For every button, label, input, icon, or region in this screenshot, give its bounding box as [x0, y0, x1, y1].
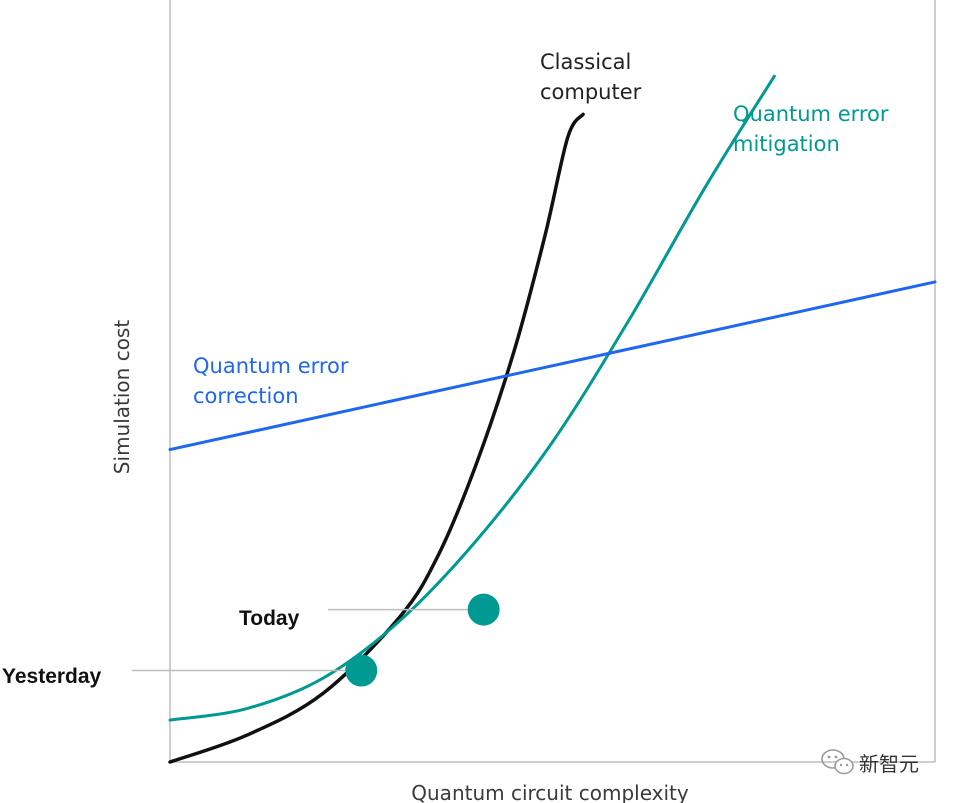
series-line-classical-computer	[168, 112, 585, 764]
wechat-icon	[821, 749, 854, 775]
today-label: Today	[239, 607, 300, 630]
yesterday-marker	[345, 654, 378, 687]
today-marker	[467, 593, 500, 626]
watermark: 新智元	[821, 749, 919, 776]
series-label-quantum-error-mitigation: Quantum error mitigation	[733, 102, 895, 156]
series-line-quantum-error-mitigation	[168, 74, 776, 722]
y-axis-title: Simulation cost	[110, 320, 134, 475]
watermark-text: 新智元	[859, 752, 919, 776]
yesterday-label: Yesterday	[2, 665, 102, 688]
series-label-quantum-error-correction: Quantum error correction	[193, 354, 355, 408]
series-label-classical-computer: Classical computer	[540, 50, 642, 104]
series-line-quantum-error-correction	[168, 280, 937, 452]
x-axis-title: Quantum circuit complexity	[411, 781, 689, 803]
